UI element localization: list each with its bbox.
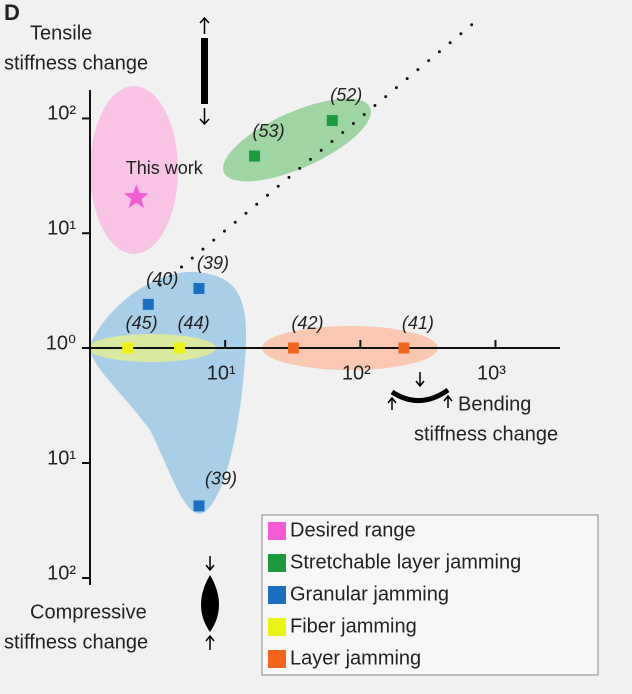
x-axis-label: stiffness change (414, 423, 558, 445)
point-label: (40) (146, 269, 178, 289)
point-label: (53) (253, 121, 285, 141)
legend-box (261, 514, 599, 676)
tensile-icon (199, 16, 210, 126)
legend-swatch (268, 650, 286, 668)
point (249, 150, 261, 162)
granular-region (90, 271, 247, 514)
y-axis-label: Tensile (30, 22, 92, 44)
point (326, 114, 338, 126)
legend-label: Desired range (290, 519, 416, 541)
y-tick-label: 10⁰ (46, 332, 76, 354)
point (142, 298, 154, 310)
y2-tick-label: 10¹ (47, 447, 76, 469)
legend-label: Granular jamming (290, 583, 449, 605)
bending-icon (387, 372, 453, 410)
legend-swatch (268, 554, 286, 572)
point-label: (41) (402, 313, 434, 333)
point (398, 342, 410, 354)
legend-label: Stretchable layer jamming (290, 551, 521, 573)
point (174, 342, 186, 354)
legend-swatch (268, 618, 286, 636)
x-tick-label: 10² (342, 362, 371, 384)
legend-label: Layer jamming (290, 647, 421, 669)
legend-label: Fiber jamming (290, 615, 417, 637)
legend-swatch (268, 522, 286, 540)
point-label: (39) (205, 469, 237, 489)
annotation: This work (126, 158, 204, 178)
point-label: (42) (291, 313, 323, 333)
point (122, 342, 134, 354)
y2-tick-label: 10² (47, 562, 76, 584)
point-label: (52) (330, 85, 362, 105)
point (193, 500, 205, 512)
y2-axis-label: stiffness change (4, 631, 148, 653)
point (193, 282, 205, 294)
y2-axis-label: Compressive (30, 601, 147, 623)
point-label: (39) (197, 253, 229, 273)
y-axis-label: stiffness change (4, 52, 148, 74)
x-tick-label: 10¹ (207, 362, 236, 384)
point (123, 184, 149, 208)
compressive-icon (201, 556, 219, 650)
y-tick-label: 10¹ (47, 218, 76, 240)
x-axis-label: Bending (458, 393, 531, 415)
panel-label: D (4, 0, 20, 25)
legend-swatch (268, 586, 286, 604)
y-tick-label: 10² (47, 103, 76, 125)
point (287, 342, 299, 354)
point-label: (45) (126, 313, 158, 333)
point-label: (44) (178, 313, 210, 333)
desired-region (90, 86, 178, 254)
x-tick-label: 10³ (477, 362, 506, 384)
